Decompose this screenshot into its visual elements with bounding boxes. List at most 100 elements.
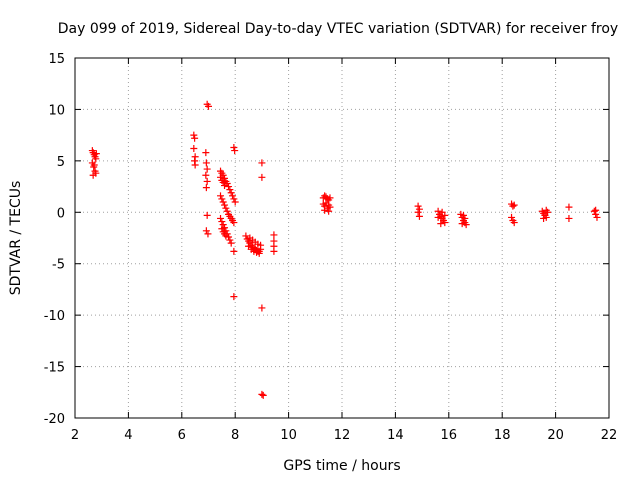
- data-point: [218, 195, 226, 203]
- y-axis-label: SDTVAR / TECUs: [8, 181, 24, 296]
- x-axis-label: GPS time / hours: [283, 458, 400, 474]
- data-point: [231, 147, 239, 155]
- y-tick-label: 15: [48, 52, 65, 67]
- data-point: [226, 186, 234, 194]
- data-point: [202, 159, 210, 167]
- data-point: [221, 201, 229, 209]
- data-point: [203, 211, 211, 219]
- data-point: [414, 208, 422, 216]
- y-tick-label: -10: [44, 309, 65, 324]
- y-tick-label: 0: [57, 206, 65, 221]
- data-point: [221, 182, 229, 190]
- data-point: [230, 293, 238, 301]
- data-point: [462, 221, 470, 229]
- data-point: [459, 211, 467, 219]
- data-point: [219, 221, 227, 229]
- data-point: [415, 205, 423, 213]
- data-point: [219, 178, 227, 186]
- data-point: [89, 171, 97, 179]
- data-point: [415, 212, 423, 220]
- data-point: [225, 183, 233, 191]
- data-point: [326, 194, 334, 202]
- y-tick-label: -20: [44, 412, 65, 427]
- data-point: [223, 207, 231, 215]
- y-tick-label: 10: [48, 103, 65, 118]
- data-point: [510, 219, 518, 227]
- data-point: [325, 207, 333, 215]
- data-point: [326, 203, 334, 211]
- data-points: [88, 100, 601, 399]
- data-point: [219, 198, 227, 206]
- data-point: [90, 161, 98, 169]
- data-point: [227, 239, 235, 247]
- grid: [75, 58, 609, 418]
- data-point: [592, 206, 600, 214]
- data-point: [204, 230, 212, 238]
- data-point: [441, 219, 449, 227]
- data-point: [217, 173, 225, 181]
- data-point: [508, 213, 516, 221]
- data-point: [202, 227, 210, 235]
- data-point: [321, 206, 329, 214]
- data-point: [231, 198, 239, 206]
- data-point: [565, 214, 573, 222]
- data-point: [542, 206, 550, 214]
- data-point: [257, 241, 265, 249]
- data-point: [202, 171, 210, 179]
- data-point: [540, 214, 548, 222]
- data-point: [222, 204, 230, 212]
- data-point: [437, 220, 445, 228]
- data-point: [242, 232, 250, 240]
- data-point: [590, 207, 598, 215]
- data-point: [258, 159, 266, 167]
- x-tick-label: 16: [441, 428, 458, 443]
- data-point: [229, 192, 237, 200]
- data-point: [259, 391, 267, 399]
- data-point: [258, 390, 266, 398]
- data-point: [191, 134, 199, 142]
- data-point: [218, 225, 226, 233]
- x-tick-label: 10: [280, 428, 297, 443]
- data-point: [230, 195, 238, 203]
- data-point: [190, 145, 198, 153]
- data-point: [217, 214, 225, 222]
- data-point: [258, 173, 266, 181]
- data-point: [203, 177, 211, 185]
- y-tick-label: -5: [52, 258, 65, 273]
- data-point: [434, 213, 442, 221]
- x-tick-label: 6: [178, 428, 186, 443]
- data-point: [593, 213, 601, 221]
- data-point: [92, 150, 100, 158]
- data-point: [230, 219, 238, 227]
- data-point: [226, 236, 234, 244]
- x-tick-label: 20: [547, 428, 564, 443]
- x-tick-label: 2: [71, 428, 79, 443]
- x-tick-label: 4: [124, 428, 132, 443]
- data-point: [202, 184, 210, 192]
- data-point: [190, 131, 198, 139]
- data-point: [203, 165, 211, 173]
- data-point: [255, 249, 263, 257]
- data-point: [510, 201, 518, 209]
- data-point: [191, 161, 199, 169]
- data-point: [218, 218, 226, 226]
- data-point: [461, 214, 469, 222]
- data-point: [217, 192, 225, 200]
- data-point: [230, 247, 238, 255]
- data-point: [205, 102, 212, 110]
- x-tick-label: 18: [494, 428, 511, 443]
- data-point: [509, 202, 517, 210]
- data-point: [414, 202, 422, 210]
- data-point: [227, 189, 235, 197]
- data-point: [458, 220, 466, 228]
- x-tick-label: 22: [601, 428, 618, 443]
- x-tick-label: 12: [334, 428, 351, 443]
- y-tick-label: -15: [44, 361, 65, 376]
- data-point: [202, 149, 210, 157]
- data-point: [258, 304, 266, 312]
- data-point: [270, 231, 278, 239]
- chart-title: Day 099 of 2019, Sidereal Day-to-day VTE…: [58, 21, 618, 37]
- data-point: [222, 232, 230, 240]
